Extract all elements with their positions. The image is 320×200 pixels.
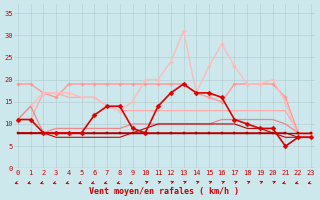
X-axis label: Vent moyen/en rafales ( km/h ): Vent moyen/en rafales ( km/h ) <box>89 187 239 196</box>
